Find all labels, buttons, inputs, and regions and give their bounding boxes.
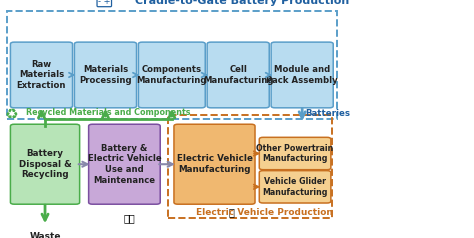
Text: Waste: Waste bbox=[29, 232, 61, 238]
Text: Battery &
Electric Vehicle
Use and
Maintenance: Battery & Electric Vehicle Use and Maint… bbox=[88, 144, 161, 185]
Text: Recycled Materials and Components: Recycled Materials and Components bbox=[26, 108, 191, 117]
FancyBboxPatch shape bbox=[74, 42, 137, 108]
Bar bbox=[7, 11, 337, 119]
FancyBboxPatch shape bbox=[10, 42, 73, 108]
FancyBboxPatch shape bbox=[259, 137, 331, 170]
Text: Cradle-to-Gate Battery Production: Cradle-to-Gate Battery Production bbox=[135, 0, 349, 6]
Text: Batteries: Batteries bbox=[306, 109, 351, 118]
Text: 🚗: 🚗 bbox=[228, 208, 234, 218]
FancyBboxPatch shape bbox=[89, 124, 160, 204]
Text: Materials
Processing: Materials Processing bbox=[79, 65, 132, 85]
Text: Other Powertrain
Manufacturing: Other Powertrain Manufacturing bbox=[256, 144, 334, 163]
Text: Components
Manufacturing: Components Manufacturing bbox=[137, 65, 207, 85]
FancyBboxPatch shape bbox=[271, 42, 333, 108]
Text: Vehicle Glider
Manufacturing: Vehicle Glider Manufacturing bbox=[263, 177, 328, 197]
Text: 🔌🚗: 🔌🚗 bbox=[123, 213, 135, 223]
Text: - +: - + bbox=[98, 0, 110, 6]
Text: Module and
Pack Assembly: Module and Pack Assembly bbox=[266, 65, 338, 85]
Text: Battery
Disposal &
Recycling: Battery Disposal & Recycling bbox=[18, 149, 72, 179]
FancyBboxPatch shape bbox=[207, 42, 269, 108]
FancyBboxPatch shape bbox=[10, 124, 80, 204]
FancyBboxPatch shape bbox=[138, 42, 205, 108]
Text: Raw
Materials
Extraction: Raw Materials Extraction bbox=[17, 60, 66, 90]
FancyBboxPatch shape bbox=[259, 171, 331, 203]
Text: Electric Vehicle Production: Electric Vehicle Production bbox=[196, 208, 333, 217]
Bar bbox=[168, 115, 332, 218]
Text: ♻: ♻ bbox=[5, 107, 18, 122]
FancyBboxPatch shape bbox=[174, 124, 255, 204]
Text: Cell
Manufacturing: Cell Manufacturing bbox=[203, 65, 273, 85]
Text: Electric Vehicle
Manufacturing: Electric Vehicle Manufacturing bbox=[176, 154, 253, 174]
